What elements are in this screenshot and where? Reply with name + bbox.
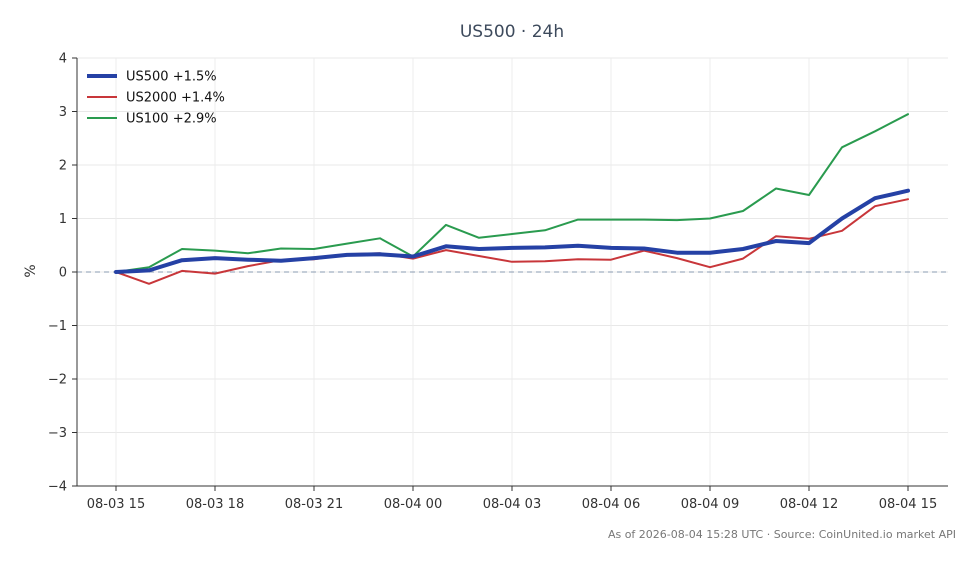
series-line-us500: [114, 188, 910, 274]
x-tick-label: 08-04 03: [483, 497, 541, 512]
legend-label: US500 +1.5%: [126, 70, 217, 85]
y-tick-label: −3: [48, 426, 67, 441]
series-line-us2000: [115, 198, 909, 285]
y-tick-label: −1: [48, 319, 67, 334]
x-tick-label: 08-04 12: [780, 497, 838, 512]
x-tick-label: 08-04 06: [582, 497, 640, 512]
x-tick-label: 08-03 21: [285, 497, 343, 512]
chart-title: US500 · 24h: [460, 22, 564, 42]
y-tick-label: 0: [59, 266, 67, 281]
legend-label: US100 +2.9%: [126, 112, 217, 127]
x-tick-label: 08-03 18: [186, 497, 244, 512]
y-tick-label: −4: [48, 480, 67, 495]
y-tick-label: 4: [59, 52, 67, 67]
x-tick-label: 08-04 09: [681, 497, 739, 512]
x-tick-label: 08-04 15: [879, 497, 937, 512]
y-tick-label: 2: [59, 159, 67, 174]
series-lines: [114, 113, 910, 285]
legend: US500 +1.5% US2000 +1.4% US100 +2.9%: [87, 70, 225, 127]
y-axis-label: %: [23, 264, 39, 277]
x-axis-ticks: 08-03 15 08-03 18 08-03 21 08-04 00 08-04 03…: [87, 486, 937, 512]
y-tick-label: 1: [59, 212, 67, 227]
y-tick-label: −2: [48, 373, 67, 388]
source-footer: As of 2026-08-04 15:28 UTC · Source: Coi…: [608, 528, 956, 541]
y-axis-ticks: 4 3 2 1 0 −1 −2 −3 −4: [48, 52, 77, 495]
x-tick-label: 08-03 15: [87, 497, 145, 512]
series-line-us100: [115, 113, 909, 273]
x-tick-label: 08-04 00: [384, 497, 442, 512]
y-tick-label: 3: [59, 105, 67, 120]
legend-label: US2000 +1.4%: [126, 91, 225, 106]
